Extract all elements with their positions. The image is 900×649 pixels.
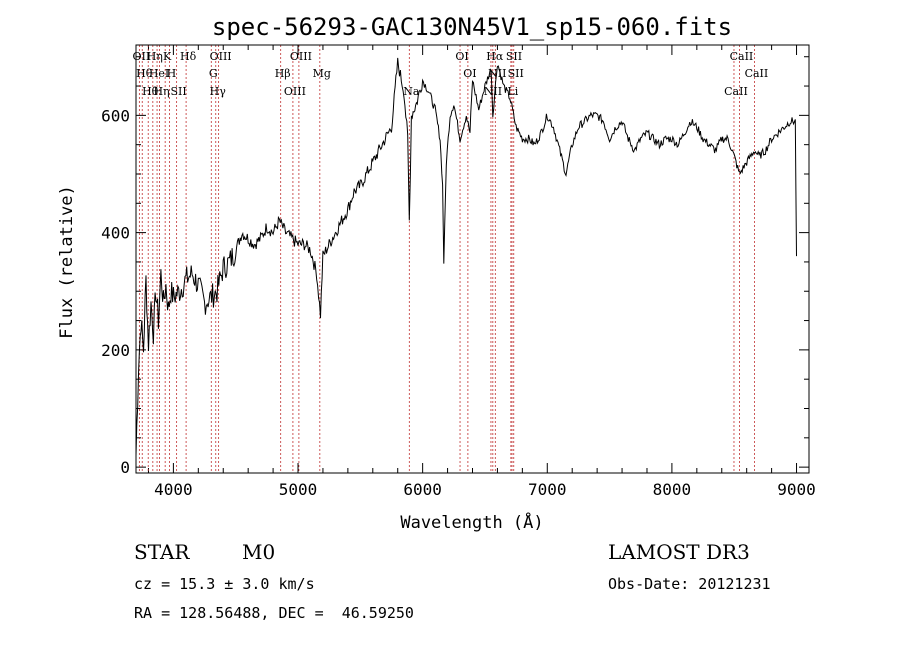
survey-name: LAMOST DR3 [608, 540, 750, 564]
chart-title: spec-56293-GAC130N45V1_sp15-060.fits [212, 13, 732, 41]
y-tick-label: 0 [120, 458, 130, 477]
line-label: Na [403, 85, 420, 98]
line-label: Hθ [142, 85, 159, 98]
line-label: Hη [153, 85, 169, 98]
line-label: SII [171, 85, 187, 98]
x-tick-label: 8000 [653, 480, 692, 499]
line-label: SII [506, 50, 522, 63]
obs-date: Obs-Date: 20121231 [608, 575, 771, 593]
plot-frame [135, 44, 810, 474]
line-label: CaII [730, 50, 754, 63]
y-axis-label: Flux (relative) [57, 185, 77, 339]
x-tick-label: 6000 [403, 480, 442, 499]
line-label: Hη [147, 50, 163, 63]
line-label: H [167, 67, 177, 80]
line-label: Hδ [180, 50, 197, 63]
line-label: Li [507, 85, 518, 98]
line-label: NII [488, 67, 506, 80]
y-tick-label: 200 [101, 341, 130, 360]
y-tick-label: 600 [101, 106, 130, 125]
line-label: Hβ [275, 67, 291, 80]
line-label: NII [484, 85, 502, 98]
line-label: OIII [284, 85, 306, 98]
line-label: HeI [149, 67, 169, 80]
line-label: Hα [486, 50, 504, 63]
line-label: Mg [313, 67, 331, 80]
line-label: G [209, 67, 218, 80]
x-tick-label: 7000 [528, 480, 567, 499]
spectrum-line [135, 57, 797, 456]
line-label: CaII [745, 67, 769, 80]
y-tick-label: 400 [101, 224, 130, 243]
x-tick-label: 9000 [777, 480, 816, 499]
line-label: Hγ [210, 85, 227, 98]
line-label: OI [463, 67, 476, 80]
x-tick-label: 5000 [279, 480, 318, 499]
redshift-value: cz = 15.3 ± 3.0 km/s [134, 575, 315, 593]
line-label: OI [455, 50, 468, 63]
line-label: OIII [290, 50, 312, 63]
object-subclass: M0 [242, 540, 276, 564]
line-label: OII [133, 50, 151, 63]
ra-dec: RA = 128.56488, DEC = 46.59250 [134, 604, 414, 622]
x-axis-label: Wavelength (Å) [400, 511, 543, 533]
object-class: STAR [134, 540, 190, 564]
x-tick-label: 4000 [154, 480, 193, 499]
line-label: SII [508, 67, 524, 80]
line-label: OIII [210, 50, 232, 63]
line-label: K [163, 50, 172, 63]
line-label: Hθ [136, 67, 153, 80]
line-label: CaII [724, 85, 748, 98]
